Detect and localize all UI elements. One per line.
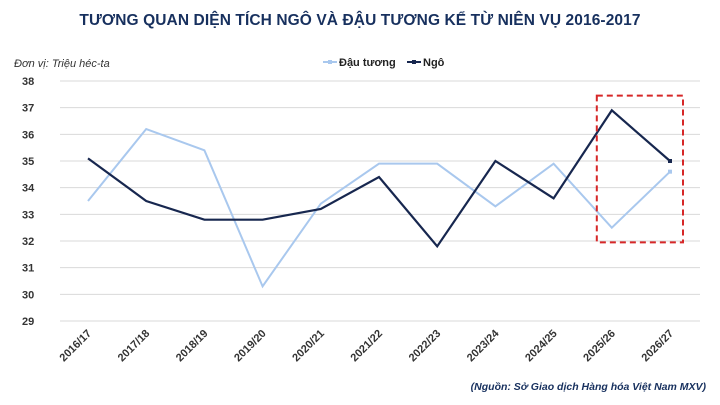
y-tick-label: 29 — [22, 316, 34, 328]
y-tick-label: 35 — [22, 156, 34, 168]
unit-label: Đơn vị: Triệu héc-ta — [14, 58, 110, 70]
y-tick-label: 31 — [22, 263, 34, 275]
highlight-box — [595, 94, 684, 244]
y-tick-label: 38 — [22, 76, 34, 88]
y-tick-label: 37 — [22, 103, 34, 115]
series-line — [87, 127, 671, 289]
series-line — [87, 108, 671, 249]
source-note: (Nguồn: Sở Giao dịch Hàng hóa Việt Nam M… — [470, 381, 706, 393]
chart-title: TƯƠNG QUAN DIỆN TÍCH NGÔ VÀ ĐẬU TƯƠNG KỂ… — [79, 12, 641, 29]
y-tick-label: 36 — [22, 129, 34, 141]
data-point — [668, 159, 672, 163]
x-tick-label: 2024/25 — [523, 328, 560, 365]
legend-label: Ngô — [423, 57, 445, 69]
x-tick-label: 2022/23 — [407, 328, 444, 365]
x-tick-label: 2016/17 — [58, 328, 95, 365]
x-tick-label: 2021/22 — [349, 328, 386, 365]
data-point — [668, 169, 672, 174]
x-tick-label: 2020/21 — [290, 328, 327, 365]
x-tick-label: 2026/27 — [640, 328, 677, 365]
x-tick-label: 2023/24 — [465, 327, 502, 364]
legend-label: Đậu tương — [339, 57, 396, 69]
legend-marker — [412, 60, 416, 64]
x-tick-label: 2019/20 — [232, 328, 269, 365]
x-tick-label: 2025/26 — [581, 328, 618, 365]
legend-marker — [328, 60, 332, 64]
y-tick-label: 34 — [22, 183, 35, 195]
x-tick-label: 2017/18 — [116, 328, 153, 365]
x-tick-label: 2018/19 — [174, 328, 211, 365]
y-tick-label: 32 — [22, 236, 34, 248]
y-tick-label: 33 — [22, 209, 34, 221]
y-tick-label: 30 — [22, 289, 34, 301]
